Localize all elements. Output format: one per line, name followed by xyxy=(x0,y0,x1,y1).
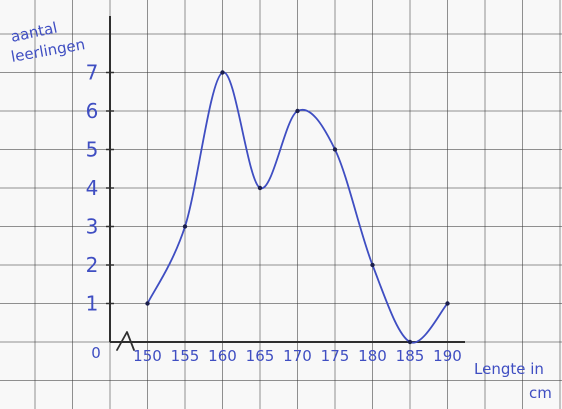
series-line xyxy=(146,71,449,344)
data-point-165 xyxy=(257,185,263,191)
y-tick-label-5: 5 xyxy=(86,138,99,162)
x-tick-label-160: 160 xyxy=(208,347,237,365)
data-point-160 xyxy=(220,70,225,75)
y-tick-label-7: 7 xyxy=(86,61,99,85)
x-tick-label-185: 185 xyxy=(396,347,425,365)
x-tick-label-165: 165 xyxy=(246,347,275,365)
x-tick-label-170: 170 xyxy=(283,347,312,365)
data-point-190 xyxy=(445,301,450,306)
data-point-155 xyxy=(182,224,188,229)
axes xyxy=(109,16,465,351)
origin-label: 0 xyxy=(91,344,101,362)
x-tick-label-150: 150 xyxy=(133,347,162,365)
x-tick-label-180: 180 xyxy=(358,347,387,365)
x-tick-label-175: 175 xyxy=(321,347,350,365)
x-axis-label-line-1: Lengte in xyxy=(474,360,544,378)
data-point-150 xyxy=(145,301,150,306)
y-tick-label-4: 4 xyxy=(86,176,99,200)
x-tick-label-155: 155 xyxy=(171,347,200,365)
x-tick-label-190: 190 xyxy=(433,347,462,365)
data-point-175 xyxy=(332,147,338,152)
data-point-180 xyxy=(370,262,375,268)
y-tick-label-2: 2 xyxy=(86,253,99,277)
series-points xyxy=(145,70,450,345)
y-tick-labels: 1 2 3 4 5 6 7 xyxy=(86,61,114,316)
x-tick-labels: 150 155 160 165 170 175 180 185 190 xyxy=(133,347,462,365)
data-point-185 xyxy=(407,339,413,345)
data-point-170 xyxy=(295,108,300,114)
y-tick-label-1: 1 xyxy=(86,292,99,316)
x-axis-label-line-2: cm xyxy=(529,384,552,402)
axis-break-mark xyxy=(116,331,135,351)
y-tick-label-6: 6 xyxy=(86,99,99,123)
y-tick-label-3: 3 xyxy=(86,215,99,239)
